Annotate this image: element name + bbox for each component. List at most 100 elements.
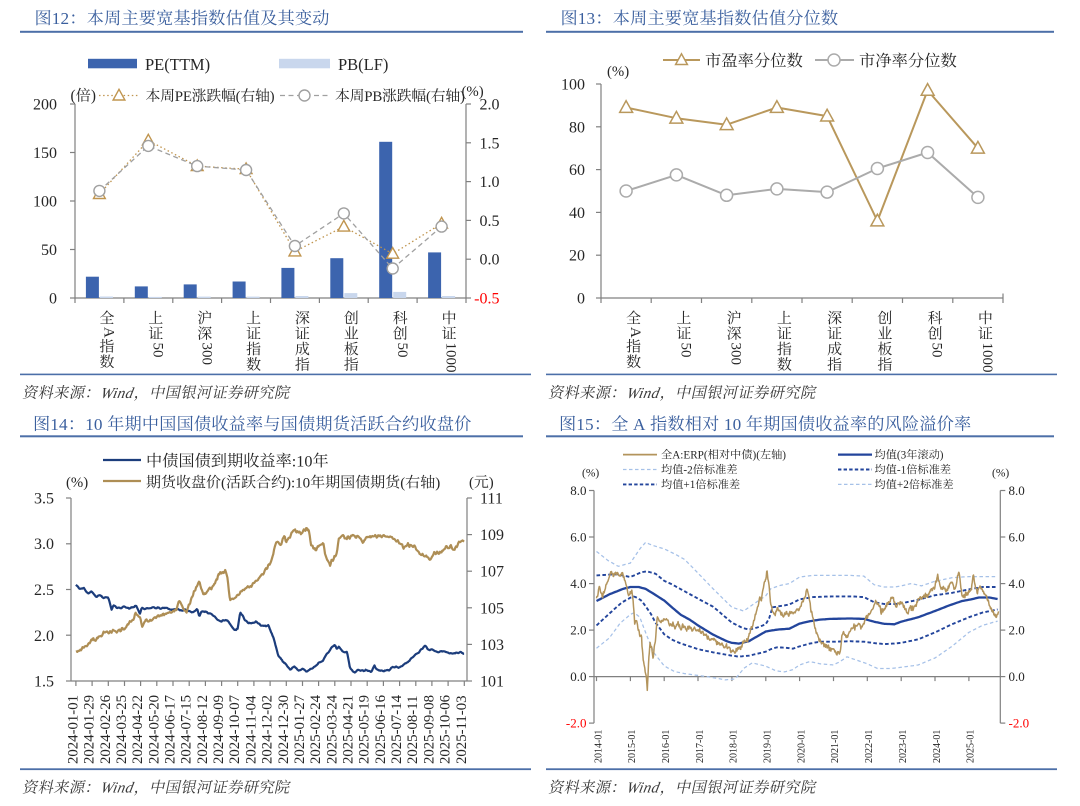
- svg-text:(%): (%): [66, 475, 88, 491]
- svg-text:2025-01-27: 2025-01-27: [292, 695, 308, 764]
- svg-text:A: A: [627, 327, 643, 338]
- svg-text:50: 50: [929, 343, 945, 358]
- svg-text:2017-01: 2017-01: [695, 730, 706, 763]
- svg-text:0: 0: [577, 291, 585, 308]
- svg-text:300: 300: [728, 343, 744, 366]
- svg-text:2024-02-26: 2024-02-26: [98, 695, 114, 764]
- svg-text:15: 15: [576, 415, 594, 434]
- svg-text:2024-08-12: 2024-08-12: [195, 695, 211, 764]
- svg-text:(: (: [71, 88, 76, 105]
- svg-text:2024-09-09: 2024-09-09: [211, 695, 227, 764]
- svg-text:-2: -2: [683, 464, 692, 476]
- svg-text:2024-01-01: 2024-01-01: [65, 695, 81, 764]
- svg-text:2024-05-20: 2024-05-20: [146, 695, 162, 764]
- svg-text:2016-01: 2016-01: [661, 730, 672, 763]
- svg-text:0.0: 0.0: [1009, 669, 1025, 684]
- svg-text:50: 50: [678, 343, 694, 358]
- svg-text:(%): (%): [992, 468, 1009, 480]
- svg-text:100: 100: [561, 77, 585, 94]
- svg-text:1.5: 1.5: [34, 674, 54, 691]
- svg-text:0.5: 0.5: [480, 213, 500, 230]
- svg-text:2.0: 2.0: [34, 628, 54, 645]
- svg-text:2025-03-24: 2025-03-24: [324, 694, 340, 764]
- svg-text:80: 80: [569, 119, 585, 136]
- svg-text:-1: -1: [897, 464, 906, 476]
- svg-text:2.0: 2.0: [480, 97, 500, 114]
- svg-text:): ): [460, 89, 465, 105]
- svg-text:Wind: Wind: [625, 385, 661, 402]
- svg-text:(%): (%): [582, 468, 599, 480]
- svg-text:1.0: 1.0: [480, 174, 500, 191]
- svg-text:2025-02-24: 2025-02-24: [308, 694, 324, 764]
- svg-text:2025-05-19: 2025-05-19: [357, 695, 373, 764]
- svg-text:6.0: 6.0: [570, 530, 586, 545]
- svg-text:103: 103: [480, 637, 504, 654]
- svg-text:):10: ):10: [286, 475, 310, 491]
- svg-text:2024-11-04: 2024-11-04: [243, 695, 259, 764]
- svg-text:2020-01: 2020-01: [796, 730, 807, 763]
- svg-text:2024-03-25: 2024-03-25: [114, 695, 130, 764]
- svg-text:40: 40: [569, 205, 585, 222]
- svg-text:101: 101: [480, 674, 504, 691]
- svg-text:PE(TTM): PE(TTM): [145, 55, 210, 74]
- svg-text:): ): [91, 88, 96, 105]
- svg-text:2024-10-07: 2024-10-07: [227, 695, 243, 764]
- svg-text:50: 50: [149, 343, 165, 358]
- svg-text:2025-07-14: 2025-07-14: [389, 694, 405, 764]
- svg-text:+1: +1: [683, 479, 695, 491]
- svg-text:): ): [270, 89, 275, 105]
- svg-text:14: 14: [50, 415, 68, 434]
- svg-text:2023-01: 2023-01: [898, 730, 909, 763]
- svg-text:0.0: 0.0: [570, 669, 586, 684]
- svg-text:20: 20: [569, 248, 585, 265]
- svg-text:2024-12-02: 2024-12-02: [260, 695, 276, 764]
- svg-text:): ): [435, 475, 440, 491]
- svg-text:PB(LF): PB(LF): [338, 55, 388, 74]
- svg-text:8.0: 8.0: [1009, 483, 1025, 498]
- svg-text:): ): [782, 449, 786, 461]
- svg-text:2025-06-16: 2025-06-16: [373, 695, 389, 764]
- svg-text:300: 300: [198, 343, 214, 366]
- svg-text:3.5: 3.5: [34, 491, 54, 508]
- svg-text:A:ERP(: A:ERP(: [672, 449, 708, 461]
- svg-text:2022-01: 2022-01: [864, 730, 875, 763]
- svg-text:(: (: [400, 475, 405, 491]
- svg-text:2025-09-08: 2025-09-08: [421, 695, 437, 764]
- svg-text:2.0: 2.0: [1009, 623, 1025, 638]
- svg-text:2025-11-03: 2025-11-03: [454, 696, 470, 765]
- svg-text:(3: (3: [897, 449, 907, 461]
- svg-text:-2.0: -2.0: [1009, 716, 1030, 731]
- svg-text:2024-12-30: 2024-12-30: [276, 695, 292, 764]
- svg-text:PE: PE: [175, 89, 192, 105]
- svg-text:10: 10: [724, 415, 742, 434]
- svg-text:A: A: [101, 327, 117, 338]
- svg-text:): ): [940, 449, 944, 461]
- svg-text:100: 100: [33, 194, 57, 211]
- svg-text:Wind: Wind: [625, 780, 661, 797]
- svg-text:4.0: 4.0: [1009, 576, 1025, 591]
- svg-text:8.0: 8.0: [570, 483, 586, 498]
- svg-text:2025-08-11: 2025-08-11: [405, 696, 421, 765]
- svg-text:3.0: 3.0: [34, 536, 54, 553]
- svg-text:2021-01: 2021-01: [830, 730, 841, 763]
- svg-text:): ): [489, 475, 494, 491]
- svg-text:50: 50: [41, 242, 57, 259]
- svg-text:2024-04-22: 2024-04-22: [130, 695, 146, 764]
- svg-text:1000: 1000: [443, 343, 459, 373]
- svg-text:-2.0: -2.0: [566, 716, 587, 731]
- svg-text:13: 13: [578, 9, 596, 28]
- svg-text:PB: PB: [364, 89, 382, 105]
- svg-text:200: 200: [33, 97, 57, 114]
- svg-text:(: (: [236, 89, 241, 105]
- svg-text:50: 50: [394, 343, 410, 358]
- svg-text:2014-01: 2014-01: [593, 730, 604, 763]
- svg-text:Wind: Wind: [99, 780, 135, 797]
- svg-text:2025-01: 2025-01: [966, 730, 977, 763]
- svg-text:+2: +2: [897, 479, 909, 491]
- svg-text:109: 109: [480, 527, 504, 544]
- svg-text:2.0: 2.0: [570, 623, 586, 638]
- svg-text:(: (: [469, 475, 474, 491]
- svg-text:1000: 1000: [979, 343, 995, 373]
- svg-text:2019-01: 2019-01: [763, 730, 774, 763]
- svg-text:0.0: 0.0: [480, 252, 500, 269]
